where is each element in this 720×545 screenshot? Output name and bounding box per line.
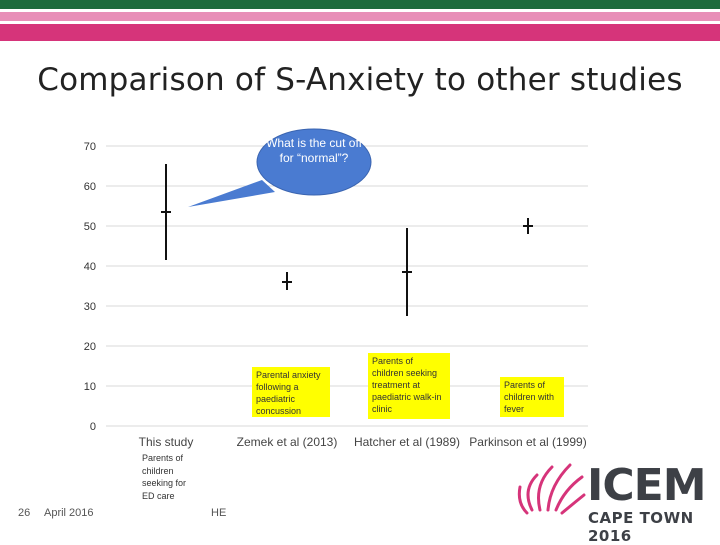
callout-ellipse bbox=[256, 128, 372, 196]
header-band-pink bbox=[0, 24, 720, 41]
callout-pointer bbox=[188, 180, 275, 207]
callout-text: What is the cut off for “normal”? bbox=[266, 136, 362, 165]
header-band-light-pink bbox=[0, 12, 720, 21]
y-tick-60: 60 bbox=[84, 181, 96, 193]
note-hatcher: Parents of children seeking treatment at… bbox=[368, 353, 450, 419]
x-tick-0: This study bbox=[139, 435, 194, 449]
y-tick-70: 70 bbox=[84, 141, 96, 153]
icem-logo-icon bbox=[517, 463, 586, 515]
x-tick-2: Hatcher et al (1989) bbox=[354, 435, 460, 449]
slide-title: Comparison of S-Anxiety to other studies bbox=[37, 62, 683, 98]
y-tick-20: 20 bbox=[84, 341, 96, 353]
y-tick-0: 0 bbox=[90, 421, 96, 433]
x-tick-labels: This study Zemek et al (2013) Hatcher et a… bbox=[139, 435, 587, 449]
y-tick-40: 40 bbox=[84, 261, 96, 273]
x-tick-3: Parkinson et al (1999) bbox=[469, 435, 586, 449]
footer-slide-number: 26 bbox=[18, 507, 31, 519]
header-band-green bbox=[0, 0, 720, 9]
x-tick-1: Zemek et al (2013) bbox=[237, 435, 338, 449]
logo-wordmark: ICEM bbox=[587, 460, 707, 511]
y-tick-30: 30 bbox=[84, 301, 96, 313]
callout-bubble bbox=[188, 128, 372, 207]
y-tick-labels: 0 10 20 30 40 50 60 70 bbox=[84, 141, 96, 433]
note-zemek: Parental anxiety following a paediatric … bbox=[252, 367, 330, 417]
chart-marks bbox=[161, 164, 533, 316]
footer-initials: HE bbox=[211, 507, 227, 519]
note-parkinson: Parents of children with fever bbox=[500, 377, 564, 417]
y-tick-10: 10 bbox=[84, 381, 96, 393]
y-tick-50: 50 bbox=[84, 221, 96, 233]
note-this-study: Parents of children seeking for ED care bbox=[142, 453, 187, 501]
footer-date: April 2016 bbox=[44, 507, 94, 519]
